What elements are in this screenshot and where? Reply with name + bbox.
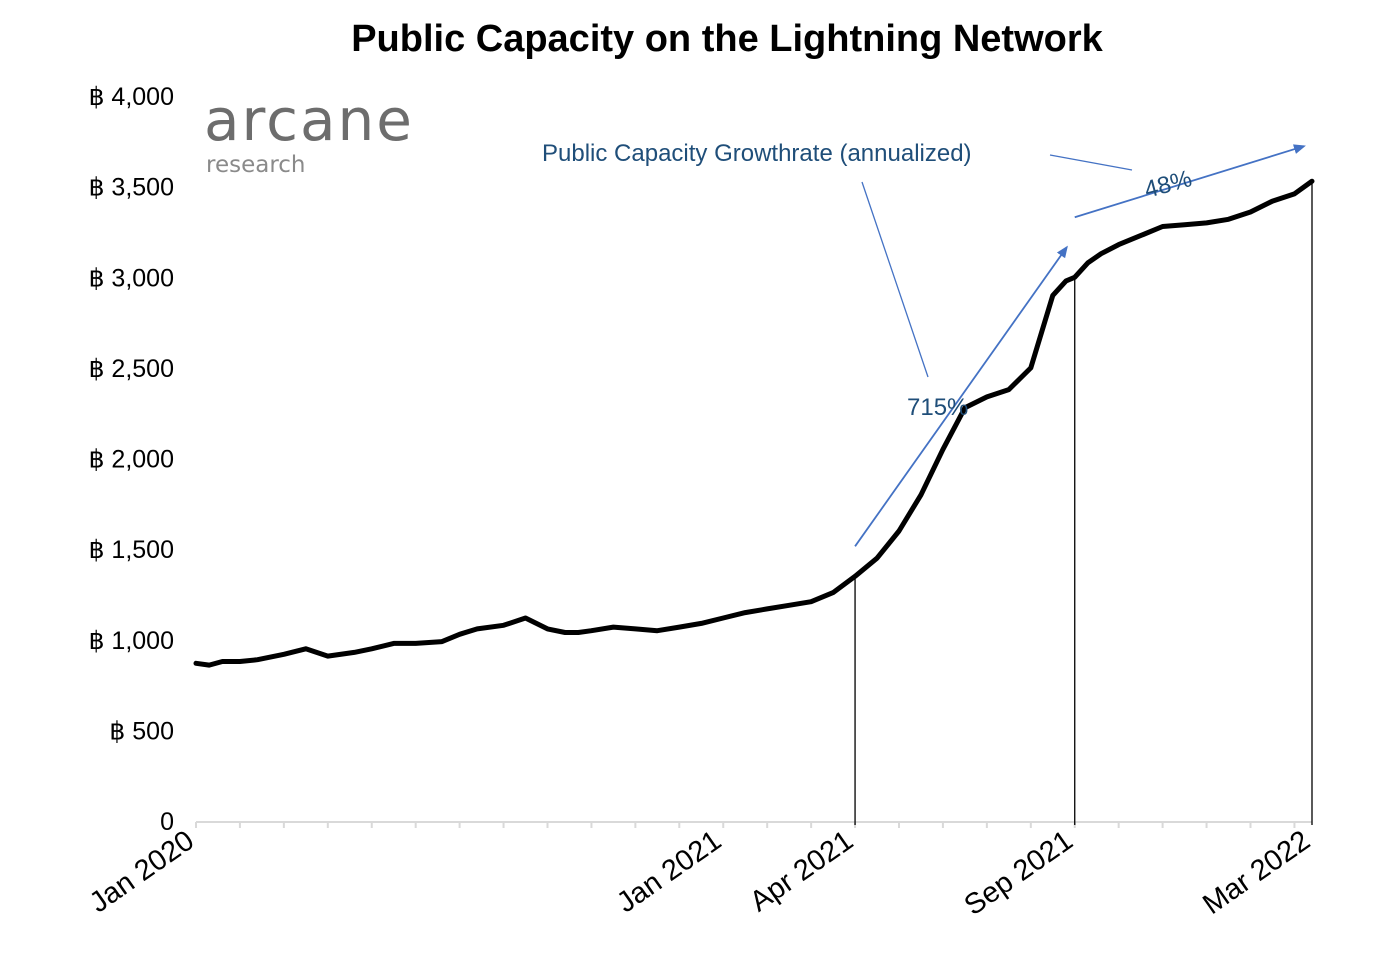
chart-title: Public Capacity on the Lightning Network	[351, 18, 1103, 60]
logo-name: arcane	[204, 86, 414, 154]
arcane-logo: arcane research	[204, 86, 414, 178]
x-tick-label: Jan 2021	[611, 825, 727, 920]
y-tick-label: ฿ 2,500	[89, 355, 174, 383]
growth-rate-label: Public Capacity Growthrate (annualized)	[542, 140, 972, 167]
y-tick-label: ฿ 1,500	[89, 536, 174, 564]
leader-line-1	[861, 181, 929, 378]
logo-subtitle: research	[206, 152, 306, 178]
y-tick-label: ฿ 2,000	[89, 446, 174, 474]
growth-arrow-2	[1074, 144, 1306, 219]
y-axis: 0 ฿ 500 ฿ 1,000 ฿ 1,500 ฿ 2,000 ฿ 2,500 ฿ 3,00…	[89, 83, 174, 836]
x-tick-label: Jan 2020	[84, 825, 200, 920]
y-tick-label: ฿ 4,000	[89, 83, 174, 111]
leader-line-2	[1049, 154, 1133, 171]
x-tick-label: Apr 2021	[744, 825, 859, 919]
period-marker-lines	[854, 181, 1313, 825]
growth-rate-48: 48%	[1141, 165, 1194, 204]
y-tick-label: ฿ 500	[109, 717, 174, 745]
growth-arrow-1	[854, 245, 1068, 547]
growth-rate-715: 715%	[907, 394, 968, 421]
y-tick-label: ฿ 1,000	[89, 627, 174, 655]
growth-arrows	[854, 144, 1306, 547]
x-axis: Jan 2020 Jan 2021 Apr 2021 Sep 2021 Mar 2022	[84, 821, 1316, 922]
y-tick-label: 0	[160, 808, 174, 836]
x-tick-label: Mar 2022	[1197, 825, 1316, 921]
y-tick-label: ฿ 3,500	[89, 174, 174, 202]
capacity-line	[193, 178, 1315, 668]
series-group	[193, 178, 1315, 668]
x-tick-label: Sep 2021	[959, 825, 1079, 922]
y-tick-label: ฿ 3,000	[89, 264, 174, 292]
